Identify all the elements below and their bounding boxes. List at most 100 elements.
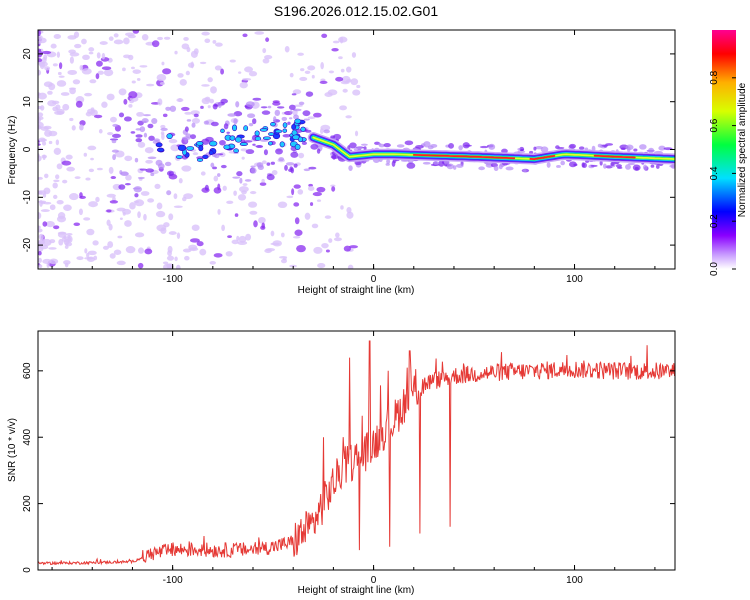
spectrogram-speckle bbox=[40, 138, 47, 142]
spectrogram-core-blob bbox=[300, 126, 306, 132]
spectrogram-speckle bbox=[93, 114, 103, 119]
spectrogram-speckle bbox=[248, 201, 258, 208]
spectrogram-band-blob bbox=[569, 143, 576, 149]
spectrogram-speckle bbox=[280, 232, 285, 238]
spectrogram-band-blob bbox=[166, 190, 172, 196]
spectrogram-speckle bbox=[196, 241, 204, 247]
spectrogram-speckle bbox=[38, 121, 44, 129]
spectrogram-speckle bbox=[321, 33, 328, 38]
spectrogram-speckle bbox=[307, 116, 316, 120]
spectrogram-speckle bbox=[84, 248, 88, 254]
spectrogram-speckle bbox=[88, 47, 95, 52]
snr-x-ticks: -100 0 100 bbox=[51, 331, 656, 586]
spectrogram-core-blob bbox=[186, 146, 195, 151]
spectrogram-band-blob bbox=[239, 177, 243, 184]
spectrogram-band-blob bbox=[289, 110, 293, 115]
spectrogram-speckle bbox=[38, 155, 42, 162]
spectrogram-band-blob bbox=[643, 164, 648, 171]
spectrogram-speckle bbox=[272, 240, 282, 247]
spectrogram-speckle bbox=[87, 250, 97, 256]
spectrogram-speckle bbox=[109, 253, 116, 259]
spectrogram-band-blob bbox=[600, 144, 609, 147]
spectrogram-speckle bbox=[282, 257, 287, 261]
spectrogram-speckle bbox=[350, 78, 359, 86]
spectrogram-speckle bbox=[190, 50, 198, 58]
spectrogram-speckle bbox=[38, 37, 47, 44]
spectrogram-band-blob bbox=[291, 93, 297, 96]
spectrogram-speckle bbox=[38, 176, 43, 180]
spectrogram-speckle bbox=[83, 217, 91, 221]
spectrogram-y-label: Frequency (Hz) bbox=[7, 116, 18, 185]
spectrogram-speckle bbox=[249, 191, 257, 195]
spectrogram-speckle bbox=[270, 230, 275, 237]
spectrogram-band-blob bbox=[112, 154, 116, 161]
spectrogram-speckle bbox=[204, 96, 211, 102]
spectrogram-speckle bbox=[132, 30, 140, 34]
spectrogram-speckle bbox=[343, 245, 352, 252]
spectrogram-speckle bbox=[229, 59, 236, 63]
spectrogram-speckle bbox=[184, 111, 192, 115]
spectrogram-speckle bbox=[49, 258, 59, 265]
spectrogram-band-blob bbox=[464, 144, 472, 147]
spectrogram-band-blob bbox=[134, 157, 139, 163]
spectrogram-band-blob bbox=[493, 165, 499, 172]
spectrogram-speckle bbox=[79, 192, 83, 198]
spectrogram-band-blob bbox=[217, 101, 222, 108]
spectrogram-speckle bbox=[38, 228, 43, 233]
spectrogram-speckle bbox=[242, 78, 252, 81]
spectrogram-speckle bbox=[178, 178, 183, 184]
spectrogram-band-blob bbox=[488, 143, 496, 150]
spectrogram-band-blob bbox=[282, 133, 291, 138]
spectrogram-band-blob bbox=[250, 165, 256, 168]
spectrogram-speckle bbox=[107, 241, 114, 248]
spectrogram-band-blob bbox=[139, 168, 147, 171]
spectrogram-speckle bbox=[62, 179, 68, 184]
spectrogram-speckle bbox=[181, 165, 192, 172]
spectrogram-speckle bbox=[298, 152, 305, 159]
spectrogram-band-blob bbox=[650, 164, 655, 168]
spectrogram-band-blob bbox=[330, 135, 336, 139]
spectrogram-speckle bbox=[113, 39, 124, 45]
spectrogram-speckle bbox=[44, 129, 53, 137]
spectrogram-speckle bbox=[103, 68, 114, 77]
spectrogram-speckle bbox=[57, 212, 66, 220]
spectrogram-core-blob bbox=[175, 155, 183, 160]
spectrogram-speckle bbox=[106, 219, 111, 226]
spectrogram-speckle bbox=[324, 215, 332, 219]
spectrogram-band-blob bbox=[519, 146, 525, 152]
spectrogram-band-blob bbox=[157, 163, 165, 170]
spectrogram-speckle bbox=[339, 105, 347, 111]
spectrogram-speckle bbox=[248, 71, 258, 77]
spectrogram-speckle bbox=[319, 128, 324, 134]
spectrogram-speckle bbox=[213, 253, 223, 258]
spectrogram-speckle bbox=[185, 70, 190, 76]
spectrogram-band-blob bbox=[191, 122, 196, 128]
snr-y-tick-label: 200 bbox=[22, 495, 33, 512]
spectrogram-band-blob bbox=[236, 171, 243, 177]
spectrogram-speckle bbox=[261, 222, 265, 229]
spectrogram-band-blob bbox=[185, 133, 192, 138]
spectrogram-band-blob bbox=[555, 145, 560, 150]
spectrogram-speckle bbox=[58, 62, 63, 70]
spectrogram-band-blob bbox=[625, 164, 631, 170]
spectrogram-speckle bbox=[217, 208, 221, 215]
spectrogram-speckle bbox=[253, 220, 258, 228]
spectrogram-speckle bbox=[58, 75, 65, 78]
spectrogram-band-blob bbox=[245, 149, 255, 155]
spectrogram-speckle bbox=[102, 245, 109, 250]
spectrogram-speckle bbox=[261, 160, 267, 165]
snr-x-label: Height of straight line (km) bbox=[298, 585, 415, 596]
spectrogram-band-blob bbox=[422, 161, 431, 165]
spectrogram-band-blob bbox=[227, 113, 237, 117]
spectrogram-speckle bbox=[109, 200, 119, 204]
spectrogram-speckle bbox=[199, 248, 207, 256]
spectrogram-speckle bbox=[293, 104, 303, 107]
snr-frame bbox=[37, 330, 676, 571]
spectrogram-speckle bbox=[187, 62, 195, 68]
spectrogram-speckle bbox=[289, 72, 294, 78]
spectrogram-speckle bbox=[348, 245, 359, 249]
spectrogram-speckle bbox=[316, 199, 322, 202]
spectrogram-band-blob bbox=[305, 129, 312, 133]
spectrogram-band-blob bbox=[261, 110, 271, 115]
spectrogram-band-blob bbox=[634, 166, 639, 171]
